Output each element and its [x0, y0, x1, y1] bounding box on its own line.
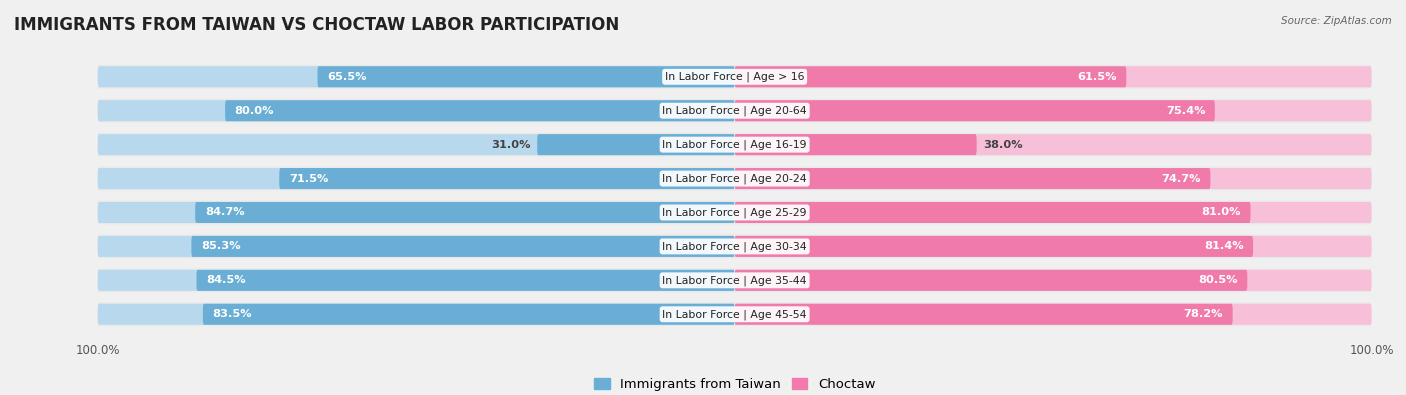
FancyBboxPatch shape	[98, 202, 734, 223]
Text: In Labor Force | Age 25-29: In Labor Force | Age 25-29	[662, 207, 807, 218]
Text: In Labor Force | Age 20-24: In Labor Force | Age 20-24	[662, 173, 807, 184]
Text: In Labor Force | Age > 16: In Labor Force | Age > 16	[665, 71, 804, 82]
Text: In Labor Force | Age 35-44: In Labor Force | Age 35-44	[662, 275, 807, 286]
FancyBboxPatch shape	[734, 270, 1371, 291]
FancyBboxPatch shape	[280, 168, 734, 189]
FancyBboxPatch shape	[734, 202, 1371, 223]
Text: 65.5%: 65.5%	[328, 72, 367, 82]
Text: 85.3%: 85.3%	[201, 241, 240, 251]
FancyBboxPatch shape	[98, 270, 734, 291]
FancyBboxPatch shape	[734, 134, 1371, 155]
FancyBboxPatch shape	[734, 236, 1371, 257]
Text: 83.5%: 83.5%	[212, 309, 252, 319]
FancyBboxPatch shape	[734, 168, 1211, 189]
FancyBboxPatch shape	[98, 168, 734, 189]
Text: 84.5%: 84.5%	[207, 275, 246, 285]
FancyBboxPatch shape	[734, 270, 1247, 291]
FancyBboxPatch shape	[734, 66, 1371, 87]
FancyBboxPatch shape	[98, 133, 1371, 156]
FancyBboxPatch shape	[734, 66, 1126, 87]
FancyBboxPatch shape	[98, 303, 1371, 326]
Text: 38.0%: 38.0%	[983, 140, 1022, 150]
Text: 81.0%: 81.0%	[1202, 207, 1241, 218]
FancyBboxPatch shape	[195, 202, 734, 223]
FancyBboxPatch shape	[98, 235, 1371, 258]
Text: Source: ZipAtlas.com: Source: ZipAtlas.com	[1281, 16, 1392, 26]
FancyBboxPatch shape	[98, 167, 1371, 190]
FancyBboxPatch shape	[197, 270, 734, 291]
Text: 31.0%: 31.0%	[491, 140, 531, 150]
Legend: Immigrants from Taiwan, Choctaw: Immigrants from Taiwan, Choctaw	[589, 373, 880, 395]
FancyBboxPatch shape	[98, 65, 1371, 88]
FancyBboxPatch shape	[734, 134, 977, 155]
FancyBboxPatch shape	[98, 236, 734, 257]
FancyBboxPatch shape	[734, 236, 1253, 257]
FancyBboxPatch shape	[98, 66, 734, 87]
Text: In Labor Force | Age 16-19: In Labor Force | Age 16-19	[662, 139, 807, 150]
Text: 74.7%: 74.7%	[1161, 173, 1201, 184]
FancyBboxPatch shape	[318, 66, 734, 87]
FancyBboxPatch shape	[734, 100, 1215, 121]
FancyBboxPatch shape	[98, 269, 1371, 292]
FancyBboxPatch shape	[734, 100, 1371, 121]
Text: 84.7%: 84.7%	[205, 207, 245, 218]
FancyBboxPatch shape	[98, 304, 734, 325]
FancyBboxPatch shape	[734, 304, 1371, 325]
FancyBboxPatch shape	[734, 168, 1371, 189]
FancyBboxPatch shape	[202, 304, 734, 325]
FancyBboxPatch shape	[98, 99, 1371, 122]
Text: 71.5%: 71.5%	[288, 173, 328, 184]
FancyBboxPatch shape	[225, 100, 734, 121]
Text: In Labor Force | Age 20-64: In Labor Force | Age 20-64	[662, 105, 807, 116]
Text: 75.4%: 75.4%	[1166, 106, 1205, 116]
Text: 61.5%: 61.5%	[1077, 72, 1116, 82]
Text: In Labor Force | Age 45-54: In Labor Force | Age 45-54	[662, 309, 807, 320]
FancyBboxPatch shape	[734, 202, 1250, 223]
FancyBboxPatch shape	[191, 236, 734, 257]
Text: 78.2%: 78.2%	[1184, 309, 1223, 319]
FancyBboxPatch shape	[734, 304, 1233, 325]
FancyBboxPatch shape	[537, 134, 734, 155]
Text: 80.0%: 80.0%	[235, 106, 274, 116]
Text: 80.5%: 80.5%	[1198, 275, 1237, 285]
Text: In Labor Force | Age 30-34: In Labor Force | Age 30-34	[662, 241, 807, 252]
FancyBboxPatch shape	[98, 134, 734, 155]
FancyBboxPatch shape	[98, 100, 734, 121]
Text: 81.4%: 81.4%	[1204, 241, 1243, 251]
Text: IMMIGRANTS FROM TAIWAN VS CHOCTAW LABOR PARTICIPATION: IMMIGRANTS FROM TAIWAN VS CHOCTAW LABOR …	[14, 16, 619, 34]
FancyBboxPatch shape	[98, 201, 1371, 224]
